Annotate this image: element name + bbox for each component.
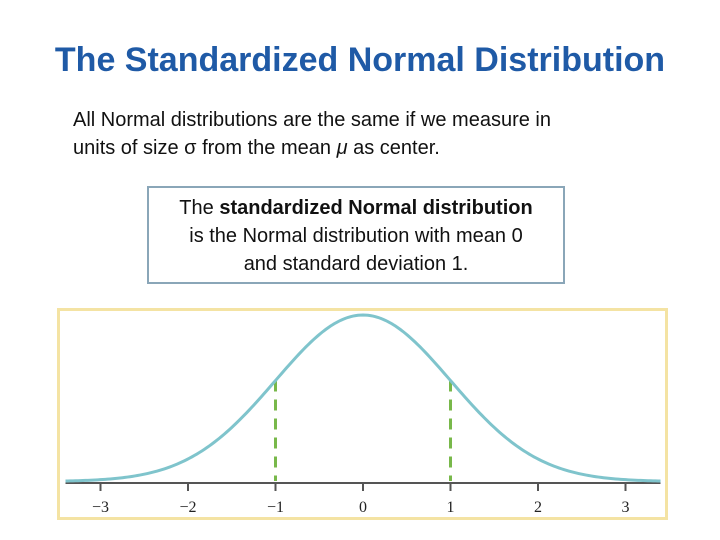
body-line-1: All Normal distributions are the same if… bbox=[73, 109, 551, 131]
definition-box: The standardized Normal distribution is … bbox=[147, 186, 565, 284]
normal-curve-chart-panel: −3 −2 −1 0 1 2 3 bbox=[57, 308, 668, 520]
definition-term: standardized Normal distribution bbox=[219, 197, 533, 219]
x-tick-label: 0 bbox=[359, 499, 367, 516]
mu-symbol: μ bbox=[336, 137, 348, 159]
definition-line-3: and standard deviation 1. bbox=[243, 253, 469, 275]
body-line-2-start: units of size σ from the mean bbox=[73, 137, 337, 159]
x-tick-label: −2 bbox=[179, 499, 196, 516]
x-tick-label: 3 bbox=[622, 499, 630, 516]
body-text: All Normal distributions are the same if… bbox=[73, 106, 653, 162]
x-tick-label: 2 bbox=[534, 499, 542, 516]
slide-title: The Standardized Normal Distribution bbox=[54, 41, 666, 79]
definition-line-1-start: The bbox=[179, 197, 220, 219]
normal-density-curve bbox=[65, 313, 661, 483]
body-line-2: units of size σ from the mean μ as cente… bbox=[73, 134, 653, 162]
x-tick-label: −1 bbox=[267, 499, 284, 516]
definition-line-2: is the Normal distribution with mean 0 bbox=[189, 225, 523, 247]
x-tick-label: 1 bbox=[447, 499, 455, 516]
definition-line-1: The standardized Normal distribution bbox=[149, 194, 563, 222]
body-line-2-end: as center. bbox=[347, 137, 440, 159]
normal-curve-chart: −3 −2 −1 0 1 2 3 bbox=[65, 313, 661, 516]
x-tick-label: −3 bbox=[92, 499, 109, 516]
